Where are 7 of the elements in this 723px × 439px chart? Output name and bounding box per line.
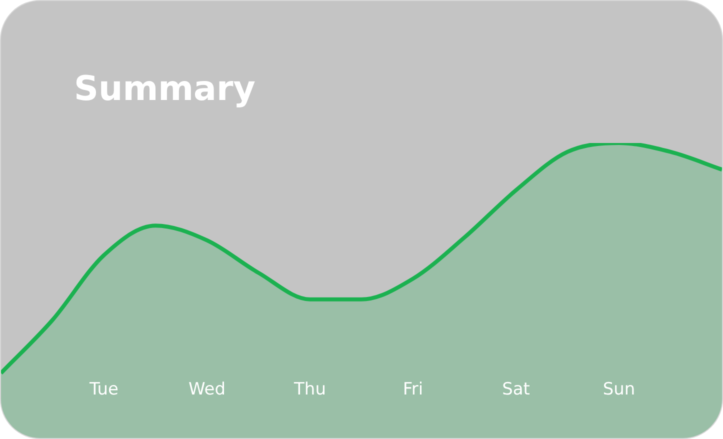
x-tick-label: Tue (88, 379, 119, 400)
x-tick-label: Thu (293, 379, 326, 400)
x-tick-label: Sun (602, 379, 636, 400)
x-tick-label: Sat (502, 379, 530, 400)
x-tick-label: Wed (188, 379, 226, 400)
x-tick-label: Fri (402, 379, 424, 400)
chart-title: Summary (74, 69, 256, 109)
